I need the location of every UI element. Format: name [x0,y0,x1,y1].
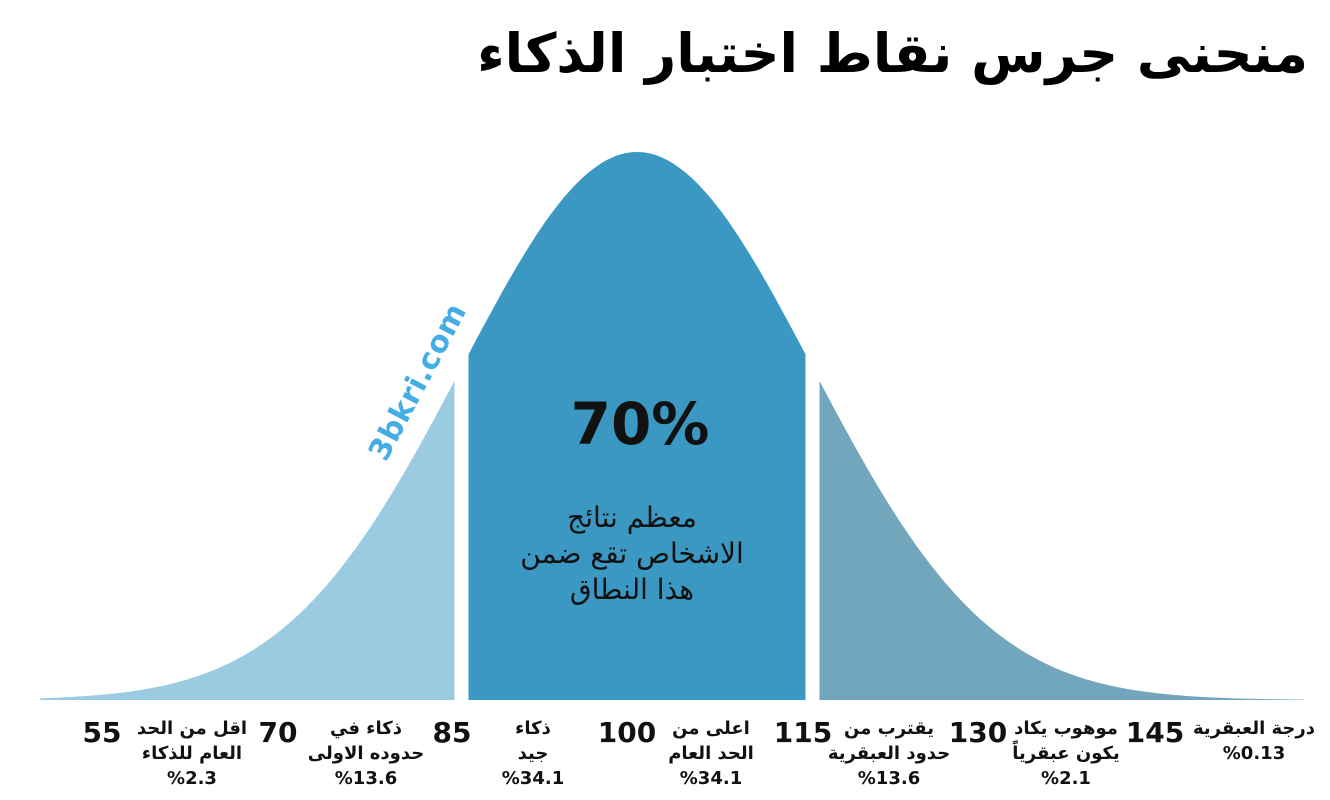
band-label: يقترب من حدود العبقرية %13.6 [828,716,950,791]
curve-region-left [40,380,455,700]
band-label-line: اعلى من [672,718,750,739]
band-label-line: موهوب يكاد [1014,718,1118,739]
band-label-line: %0.13 [1222,743,1286,764]
band-label-line: حدوده الاولى [307,743,425,764]
highlight-description-line: الاشخاص تقع ضمن [520,537,744,570]
band-label-line: %34.1 [679,768,743,789]
band-label-line: يقترب من [844,718,934,739]
highlight-value-label: 70% [570,390,710,458]
x-tick-label: 85 [432,716,472,749]
band-label-line: ذكاء [515,718,551,739]
x-tick-label: 130 [948,716,1008,749]
band-label-line: %34.1 [501,768,565,789]
page-title: منحنى جرس نقاط اختبار الذكاء [477,22,1308,85]
band-label: اقل من الحد العام للذكاء %2.3 [137,716,247,791]
band-label-line: اقل من الحد [136,718,248,739]
band-label-line: ذكاء في [330,718,402,739]
band-label-line: العام للذكاء [141,743,243,764]
band-label: ذكاء جيد %34.1 [502,716,564,791]
band-label: اعلى من الحد العام %34.1 [668,716,754,791]
band-label-line: جيد [517,743,549,764]
x-tick-label: 55 [82,716,122,749]
highlight-description-line: هذا النطاق [569,573,695,606]
band-label-line: %13.6 [334,768,398,789]
band-label: درجة العبقرية %0.13 [1193,716,1315,766]
band-label-line: %2.1 [1041,768,1091,789]
x-tick-label: 145 [1125,716,1185,749]
x-tick-label: 100 [597,716,657,749]
curve-region-center [468,152,806,700]
band-label-line: الحد العام [668,743,754,764]
band-label-line: حدود العبقرية [827,743,951,764]
band-label-line: يكون عبقرياً [1012,743,1120,764]
band-label-line: درجة العبقرية [1192,718,1316,739]
band-label-line: %13.6 [857,768,921,789]
curve-region-right [819,380,1304,700]
band-label-line: %2.3 [167,768,217,789]
band-label: موهوب يكاد يكون عبقرياً %2.1 [1012,716,1119,791]
band-label: ذكاء في حدوده الاولى %13.6 [308,716,424,791]
highlight-description-line: معظم نتائج [567,501,697,534]
highlight-description: معظم نتائج الاشخاص تقع ضمن هذا النطاق [482,500,782,608]
x-tick-label: 115 [773,716,833,749]
x-tick-label: 70 [258,716,298,749]
